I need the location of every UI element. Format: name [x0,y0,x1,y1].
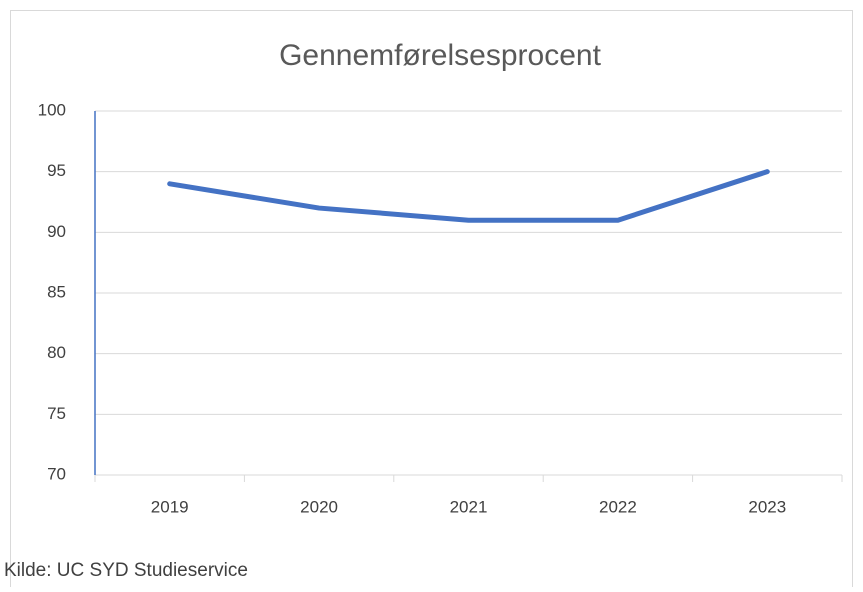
chart-border [10,10,853,592]
chart-title: Gennemførelsesprocent [279,39,601,72]
y-tick-label: 75 [47,404,66,423]
y-tick-label: 90 [47,222,66,241]
x-tick-label: 2021 [450,497,488,516]
y-tick-label: 80 [47,343,66,362]
source-note: Kilde: UC SYD Studieservice [4,560,248,581]
y-tick-label: 100 [38,100,66,119]
line-series [167,169,770,223]
y-tick-label: 70 [47,464,66,483]
x-tick-label: 2019 [151,497,189,516]
y-tick-label: 95 [47,161,66,180]
x-tick-label: 2020 [300,497,338,516]
x-tick-label: 2022 [599,497,637,516]
y-tick-label: 85 [47,282,66,301]
x-tick-label: 2023 [748,497,786,516]
